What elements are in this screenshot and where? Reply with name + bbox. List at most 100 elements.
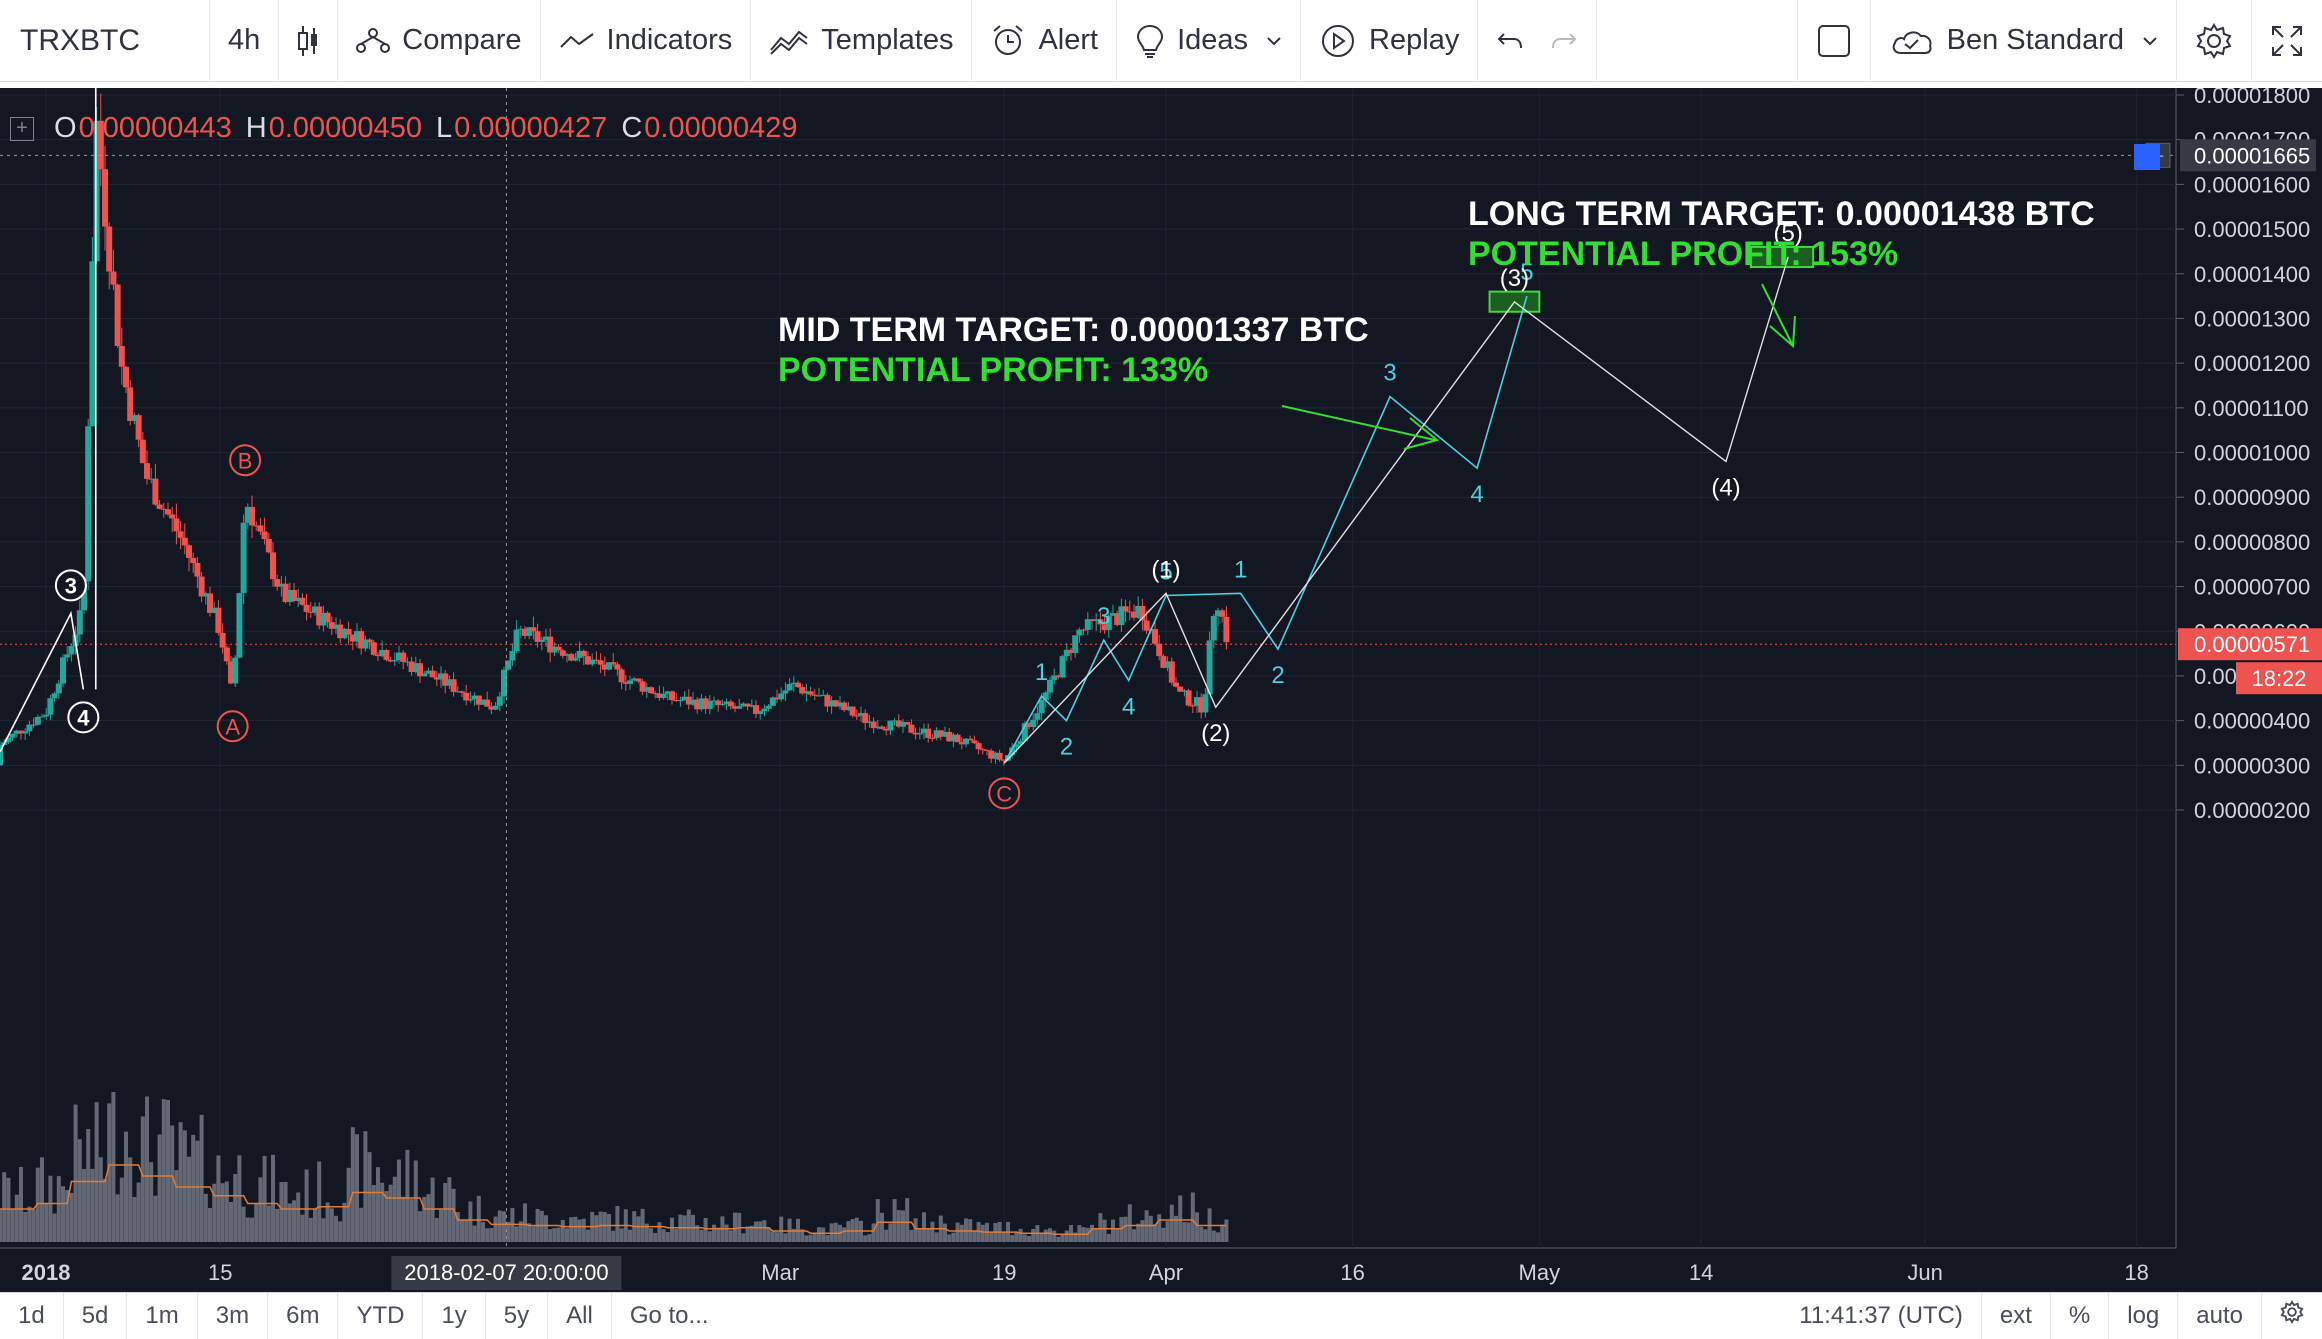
volume-bar xyxy=(1123,1216,1128,1242)
volume-bar xyxy=(128,1157,133,1242)
replay-button[interactable]: Replay xyxy=(1301,0,1479,82)
candle-body xyxy=(601,664,608,670)
range-6m[interactable]: 6m xyxy=(268,1292,339,1339)
range-ytd[interactable]: YTD xyxy=(338,1292,424,1339)
abc-label-circle xyxy=(216,710,249,743)
x-tick-label: 16 xyxy=(1340,1260,1364,1285)
candle-body xyxy=(1013,744,1020,748)
candle-body xyxy=(1097,619,1104,625)
clock[interactable]: 11:41:37 (UTC) xyxy=(1781,1292,1982,1339)
fullscreen-button[interactable] xyxy=(2252,0,2322,82)
volume-bar xyxy=(208,1207,212,1242)
volume-bar xyxy=(1001,1232,1006,1242)
candle-body xyxy=(1160,656,1167,668)
auto-toggle[interactable]: auto xyxy=(2178,1292,2262,1339)
compare-button[interactable]: Compare xyxy=(338,0,541,82)
range-1m[interactable]: 1m xyxy=(127,1292,198,1339)
candle-body xyxy=(845,706,852,711)
range-1d[interactable]: 1d xyxy=(0,1292,64,1339)
candle-body xyxy=(484,699,491,707)
log-toggle[interactable]: log xyxy=(2109,1292,2179,1339)
goto-button[interactable]: Go to... xyxy=(629,1301,709,1329)
volume-bar xyxy=(842,1227,847,1242)
interval-button[interactable]: 4h xyxy=(210,0,280,82)
y-tick-label: 0.00000200 xyxy=(2194,798,2310,823)
candle-body xyxy=(513,629,520,651)
left-wave-circle xyxy=(67,701,100,734)
indicators-button[interactable]: Indicators xyxy=(541,0,752,82)
volume-bar xyxy=(229,1201,233,1242)
candle-body xyxy=(244,506,251,523)
candle-body xyxy=(1173,682,1179,687)
bottom-spacer xyxy=(727,1293,1782,1339)
candle-body xyxy=(1215,610,1221,616)
chart-style-button[interactable] xyxy=(279,0,339,82)
range-5y[interactable]: 5y xyxy=(486,1292,549,1339)
long-term-annotation[interactable]: LONG TERM TARGET: 0.00001438 BTC POTENTI… xyxy=(1468,194,2095,274)
volume-bar xyxy=(976,1221,981,1242)
account-button[interactable]: Ben Standard xyxy=(1871,0,2177,82)
volume-bar xyxy=(430,1177,435,1242)
templates-button[interactable]: Templates xyxy=(751,0,973,82)
volume-bar xyxy=(1153,1224,1157,1242)
candle-body xyxy=(307,611,314,613)
candle-body xyxy=(253,525,260,527)
volume-bar xyxy=(65,1190,70,1242)
settings-button[interactable] xyxy=(2177,0,2252,82)
candle-body xyxy=(463,692,470,701)
volume-bar xyxy=(405,1149,410,1242)
volume-bar xyxy=(812,1234,817,1242)
volume-bar xyxy=(271,1154,275,1242)
volume-bar xyxy=(674,1229,679,1242)
candle-body xyxy=(43,714,50,717)
range-1y[interactable]: 1y xyxy=(423,1292,486,1339)
symbol-search[interactable]: TRXBTC xyxy=(0,0,210,82)
volume-bar xyxy=(497,1210,502,1242)
mid-term-annotation[interactable]: MID TERM TARGET: 0.00001337 BTC POTENTIA… xyxy=(778,310,1369,390)
candle-body xyxy=(559,650,566,656)
volume-bar xyxy=(854,1217,859,1242)
low-key: L xyxy=(435,112,453,144)
abc-label: A xyxy=(225,714,240,739)
candle-body xyxy=(942,731,948,737)
candle-body xyxy=(685,696,692,705)
alert-button[interactable]: Alert xyxy=(972,0,1118,82)
volume-bar xyxy=(1132,1229,1136,1242)
close-value: 0.00000429 xyxy=(644,112,798,144)
volume-bar xyxy=(392,1176,397,1242)
candle-body xyxy=(278,583,285,587)
volume-bar xyxy=(493,1216,498,1242)
volume-bar xyxy=(73,1104,78,1242)
chart-settings-button[interactable] xyxy=(2262,1293,2322,1339)
candle-body xyxy=(1135,605,1142,618)
volume-bar xyxy=(191,1134,196,1242)
volume-bar xyxy=(279,1182,284,1242)
volume-bar xyxy=(670,1217,674,1242)
redo-button[interactable] xyxy=(1532,0,1598,82)
volume-bar xyxy=(728,1230,733,1242)
candle-body xyxy=(123,366,129,388)
volume-bar xyxy=(712,1224,716,1242)
undo-button[interactable] xyxy=(1478,0,1532,82)
candle-body xyxy=(118,345,125,367)
range-3m[interactable]: 3m xyxy=(198,1292,269,1339)
price-chart[interactable]: 0.000018000.000017000.000016000.00001500… xyxy=(0,88,2322,1292)
volume-bar xyxy=(951,1232,956,1242)
volume-bar xyxy=(640,1208,645,1242)
candle-body xyxy=(702,698,709,709)
volume-bar xyxy=(955,1222,960,1242)
range-all[interactable]: All xyxy=(548,1292,612,1339)
chart-pane[interactable]: 0.000018000.000017000.000016000.00001500… xyxy=(0,88,2322,1292)
ideas-button[interactable]: Ideas xyxy=(1117,0,1302,82)
volume-bar xyxy=(107,1103,112,1242)
percent-toggle[interactable]: % xyxy=(2051,1292,2110,1339)
volume-bar xyxy=(220,1183,225,1242)
collapse-plus-icon[interactable]: + xyxy=(10,116,34,141)
ext-toggle[interactable]: ext xyxy=(1982,1292,2051,1339)
candle-body xyxy=(316,606,323,626)
layout-button[interactable] xyxy=(1798,0,1871,82)
candle-body xyxy=(963,738,969,745)
volume-bar xyxy=(506,1221,511,1242)
candle-body xyxy=(13,730,20,734)
range-5d[interactable]: 5d xyxy=(64,1292,128,1339)
